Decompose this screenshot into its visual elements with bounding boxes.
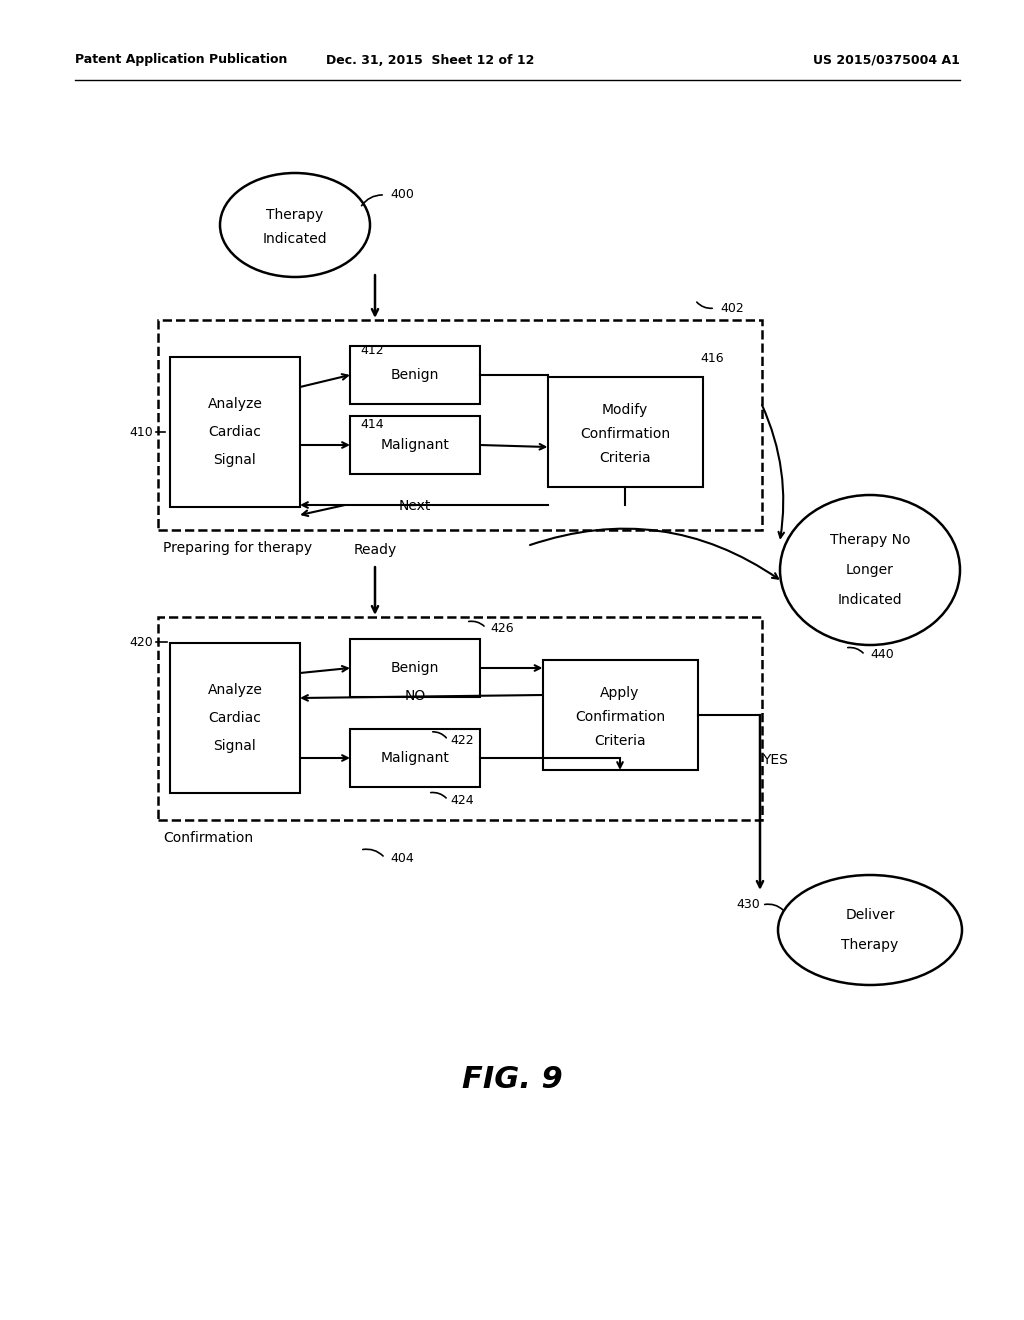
Text: Dec. 31, 2015  Sheet 12 of 12: Dec. 31, 2015 Sheet 12 of 12 (326, 54, 535, 66)
Text: Analyze: Analyze (208, 397, 262, 411)
Text: Therapy: Therapy (842, 939, 899, 952)
FancyBboxPatch shape (170, 643, 300, 793)
FancyBboxPatch shape (543, 660, 697, 770)
Text: 426: 426 (490, 622, 514, 635)
FancyBboxPatch shape (350, 639, 480, 697)
Text: Analyze: Analyze (208, 682, 262, 697)
Text: Indicated: Indicated (838, 593, 902, 607)
FancyBboxPatch shape (548, 378, 702, 487)
Text: 402: 402 (720, 301, 743, 314)
Text: YES: YES (762, 752, 787, 767)
Text: Patent Application Publication: Patent Application Publication (75, 54, 288, 66)
Text: Cardiac: Cardiac (209, 425, 261, 440)
FancyBboxPatch shape (170, 356, 300, 507)
Text: Confirmation: Confirmation (163, 832, 253, 845)
Text: Criteria: Criteria (594, 734, 646, 748)
Text: Apply: Apply (600, 686, 640, 700)
Text: Longer: Longer (846, 564, 894, 577)
Text: Malignant: Malignant (381, 751, 450, 766)
Text: Therapy: Therapy (266, 209, 324, 222)
Text: US 2015/0375004 A1: US 2015/0375004 A1 (813, 54, 961, 66)
Text: 424: 424 (450, 793, 474, 807)
Text: 400: 400 (390, 189, 414, 202)
Text: Malignant: Malignant (381, 438, 450, 451)
Text: 412: 412 (360, 343, 384, 356)
Text: Benign: Benign (391, 661, 439, 675)
Text: 440: 440 (870, 648, 894, 661)
Text: FIG. 9: FIG. 9 (462, 1065, 562, 1094)
Ellipse shape (778, 875, 962, 985)
Text: Confirmation: Confirmation (574, 710, 665, 723)
FancyBboxPatch shape (350, 729, 480, 787)
Text: Signal: Signal (214, 453, 256, 467)
Text: 410: 410 (129, 425, 153, 438)
FancyBboxPatch shape (350, 346, 480, 404)
FancyBboxPatch shape (350, 416, 480, 474)
Text: Confirmation: Confirmation (580, 426, 670, 441)
Text: Benign: Benign (391, 368, 439, 381)
Text: Preparing for therapy: Preparing for therapy (163, 541, 312, 554)
Ellipse shape (220, 173, 370, 277)
Text: 416: 416 (700, 351, 724, 364)
Text: Therapy No: Therapy No (829, 533, 910, 546)
Text: 420: 420 (129, 635, 153, 648)
Text: 430: 430 (736, 899, 760, 912)
Ellipse shape (780, 495, 961, 645)
Text: Criteria: Criteria (599, 451, 651, 465)
Text: Cardiac: Cardiac (209, 711, 261, 725)
Text: 422: 422 (450, 734, 474, 747)
Text: Deliver: Deliver (845, 908, 895, 921)
Text: Modify: Modify (602, 403, 648, 417)
Text: NO: NO (404, 689, 426, 704)
Text: Signal: Signal (214, 739, 256, 752)
Text: Ready: Ready (353, 543, 396, 557)
Text: Next: Next (398, 499, 431, 513)
Text: 404: 404 (390, 851, 414, 865)
Text: Indicated: Indicated (263, 232, 328, 246)
Text: 414: 414 (360, 418, 384, 432)
